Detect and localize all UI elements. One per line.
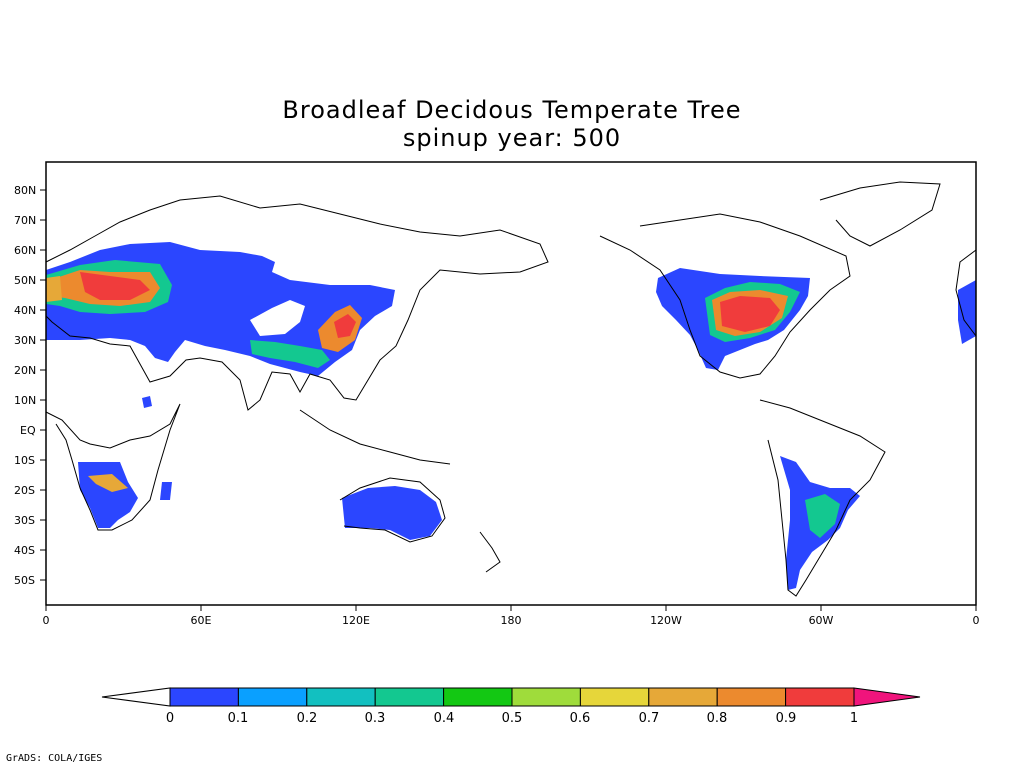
field-australia [342, 486, 442, 540]
colorbar-label: 0 [166, 711, 174, 726]
coast-eurasia [45, 195, 549, 411]
lat-axis: 80N 70N 60N 50N 40N 30N 20N 10N EQ 10S 2… [14, 184, 36, 587]
lat-label: 60N [14, 244, 36, 257]
lat-label: EQ [20, 424, 36, 437]
coastlines [45, 181, 977, 597]
coast-australia [339, 477, 446, 543]
coast-africa [45, 403, 181, 531]
field-europe-max [80, 272, 150, 300]
field-namerica-max [720, 296, 780, 332]
colorbar-label: 0.2 [297, 711, 318, 726]
lon-label: 0 [973, 614, 980, 627]
coast-indonesia [299, 409, 451, 465]
lat-label: 40N [14, 304, 36, 317]
vegetation-field [46, 242, 976, 590]
field-samerica-mid [805, 494, 840, 538]
colorbar-box [579, 687, 650, 707]
field-asia-band [250, 340, 330, 368]
lat-label: 30S [14, 514, 35, 527]
coast-samerica [759, 399, 886, 597]
coast-newzealand [479, 531, 501, 573]
lat-label: 10N [14, 394, 36, 407]
colorbar-box [511, 687, 581, 707]
map-frame [45, 161, 977, 606]
lon-label: 0 [43, 614, 50, 627]
lon-label: 60W [809, 614, 834, 627]
colorbar-box [169, 687, 239, 707]
lon-tick-marks [45, 605, 977, 611]
colorbar-label: 0.6 [570, 711, 591, 726]
colorbar-label: 0.4 [434, 711, 455, 726]
colorbar-box [306, 687, 376, 707]
field-china-max [334, 314, 356, 338]
colorbar-box [237, 687, 308, 707]
coast-east-edge [955, 249, 977, 337]
field-mada [160, 482, 172, 500]
colorbar-box [443, 687, 513, 707]
colorbar: 0 0.1 0.2 0.3 0.4 0.5 0.6 0.7 0.8 0.9 1 [101, 687, 921, 726]
coast-greenland [819, 181, 941, 247]
field-arabia [142, 396, 152, 408]
coast-namerica [599, 213, 851, 379]
lat-label: 40S [14, 544, 35, 557]
lon-label: 60E [191, 614, 212, 627]
colorbar-label: 0.9 [776, 711, 797, 726]
lon-label: 180 [501, 614, 522, 627]
lat-label: 30N [14, 334, 36, 347]
lat-tick-marks [40, 189, 46, 581]
lat-label: 80N [14, 184, 36, 197]
colorbar-box [374, 687, 445, 707]
field-east-edge [958, 280, 976, 344]
colorbar-label: 1 [850, 711, 858, 726]
lon-label: 120E [342, 614, 370, 627]
credit-text: GrADS: COLA/IGES [6, 753, 103, 764]
lat-label: 50N [14, 274, 36, 287]
lat-label: 20S [14, 484, 35, 497]
field-africa-mid [88, 474, 128, 492]
colorbar-box [785, 687, 855, 707]
colorbar-over-arrow [853, 687, 921, 707]
lon-label: 120W [650, 614, 682, 627]
colorbar-label: 0.5 [502, 711, 523, 726]
colorbar-label: 0.7 [639, 711, 660, 726]
lat-label: 70N [14, 214, 36, 227]
lat-label: 50S [14, 574, 35, 587]
field-gap-tibet [250, 300, 305, 336]
colorbar-under-arrow [101, 687, 171, 707]
map-title: Broadleaf Decidous Temperate Tree [282, 96, 742, 124]
map-subtitle: spinup year: 500 [402, 124, 622, 152]
field-africa [78, 462, 138, 528]
lat-label: 20N [14, 364, 36, 377]
field-west-edge [46, 276, 62, 302]
colorbar-label: 0.1 [228, 711, 249, 726]
colorbar-box [716, 687, 787, 707]
lon-axis: 0 60E 120E 180 120W 60W 0 [43, 614, 980, 627]
colorbar-box [648, 687, 718, 707]
colorbar-label: 0.8 [707, 711, 728, 726]
colorbar-label: 0.3 [365, 711, 386, 726]
lat-label: 10S [14, 454, 35, 467]
